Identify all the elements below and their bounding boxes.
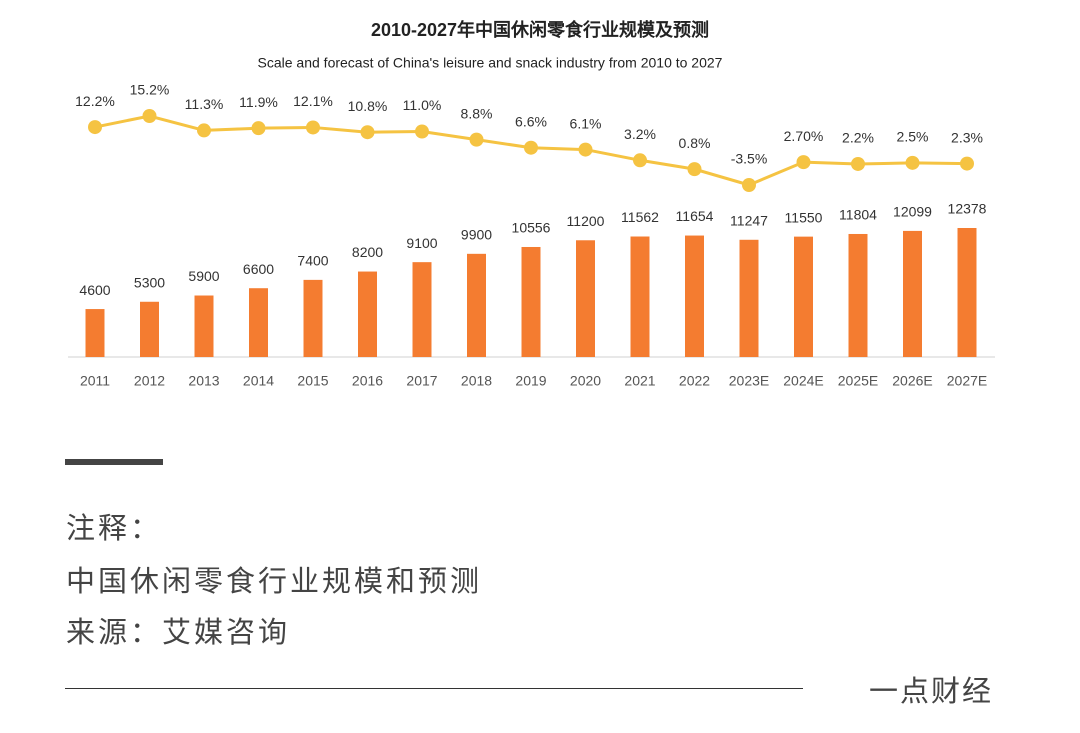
point [142, 109, 157, 123]
bar-label: 5300 [134, 274, 165, 290]
bar-label: 10556 [512, 220, 551, 236]
bar [140, 301, 159, 357]
point-label: 11.0% [403, 97, 442, 113]
point-label: 0.8% [679, 135, 711, 151]
point-label: 6.1% [570, 115, 602, 131]
point [960, 156, 974, 171]
point [578, 142, 593, 157]
x-tick-label: 2011 [80, 373, 110, 389]
footer-rule [65, 688, 803, 689]
bar-label: 11550 [785, 209, 823, 225]
bar [630, 236, 650, 357]
point-label: 10.8% [348, 98, 388, 114]
point [251, 121, 266, 136]
point [197, 123, 211, 138]
bar [521, 246, 541, 357]
bar [412, 262, 432, 357]
point-label: 3.2% [624, 126, 656, 142]
x-tick-label: 2012 [134, 373, 165, 389]
point-label: 11.3% [185, 96, 224, 112]
bar-label: 11804 [839, 207, 877, 223]
point-label: -3.5% [731, 151, 768, 167]
point [742, 178, 756, 192]
bar [194, 295, 214, 357]
point [633, 153, 647, 168]
point [415, 124, 429, 139]
bar-label: 9100 [406, 235, 437, 251]
bar-label: 11654 [676, 208, 714, 224]
bar-label: 4600 [79, 282, 110, 298]
note-line: 中国休闲零食行业规模和预测 [66, 566, 483, 598]
x-tick-label: 2019 [515, 373, 546, 389]
x-tick-label: 2027E [947, 373, 987, 389]
bar [685, 235, 704, 357]
point-label: 12.1% [293, 93, 333, 109]
point [687, 162, 702, 177]
x-tick-label: 2025E [838, 373, 878, 389]
point-label: 2.2% [842, 130, 874, 146]
point [306, 120, 320, 135]
point [88, 120, 102, 135]
bar [903, 230, 922, 357]
x-tick-label: 2026E [892, 373, 932, 389]
bar [303, 279, 323, 357]
bar-label: 12099 [893, 204, 932, 220]
x-tick-label: 2015 [297, 373, 328, 389]
chart-subtitle: Scale and forecast of China's leisure an… [258, 55, 723, 71]
x-tick-label: 2018 [461, 373, 492, 389]
bar [358, 271, 377, 357]
brand: 一点财经 [868, 676, 993, 708]
x-tick-label: 2024E [783, 373, 823, 389]
point [851, 156, 865, 171]
point-label: 12.2% [75, 93, 115, 109]
point-label: 2.3% [951, 129, 983, 145]
bar [739, 239, 759, 357]
chart: 2010-2027年中国休闲零食行业规模及预测 Scale and foreca… [68, 19, 995, 389]
point [796, 155, 811, 170]
bar [576, 240, 595, 357]
x-tick-label: 2017 [406, 373, 437, 389]
x-tick-label: 2021 [624, 373, 655, 389]
point-label: 8.8% [461, 105, 493, 121]
point-label: 2.5% [897, 129, 929, 145]
bar-label: 5900 [188, 268, 219, 284]
bar-label: 11200 [567, 213, 605, 229]
bar-label: 12378 [948, 201, 987, 217]
point-label: 11.9% [239, 94, 278, 110]
bar-label: 6600 [243, 261, 274, 277]
point [524, 140, 538, 155]
point-label: 2.70% [784, 128, 824, 144]
point-label: 6.6% [515, 113, 547, 129]
chart-title: 2010-2027年中国休闲零食行业规模及预测 [371, 19, 709, 40]
bar-label: 7400 [297, 253, 328, 269]
divider-bar [65, 459, 163, 465]
x-tick-label: 2022 [679, 373, 710, 389]
x-tick-label: 2014 [243, 373, 274, 389]
point [360, 125, 375, 140]
x-tick-label: 2013 [188, 373, 219, 389]
x-tick-label: 2020 [570, 373, 601, 389]
x-tick-label: 2016 [352, 373, 383, 389]
bar-label: 8200 [352, 244, 383, 260]
bar [794, 236, 813, 357]
note-heading: 注释： [66, 513, 163, 545]
point-label: 15.2% [130, 82, 170, 98]
bar-label: 11247 [730, 212, 768, 228]
bar [467, 253, 486, 357]
note-line: 来源：艾媒咨询 [66, 617, 291, 649]
bar-label: 9900 [461, 227, 492, 243]
bar [85, 309, 105, 357]
bar [957, 228, 977, 357]
bar [249, 288, 268, 357]
point [469, 132, 484, 147]
bar-label: 11562 [621, 209, 659, 225]
x-tick-label: 2023E [729, 373, 769, 389]
point [905, 155, 920, 170]
bar [848, 233, 868, 357]
